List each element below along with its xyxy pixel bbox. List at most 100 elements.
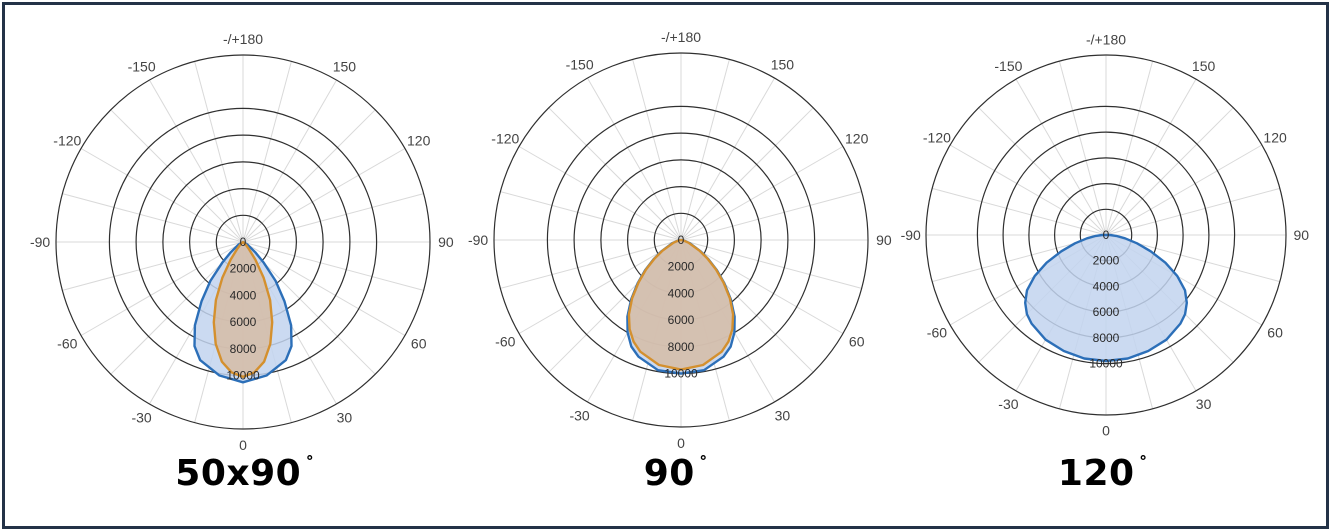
- caption-3: 120 ˚: [863, 453, 1326, 494]
- angle-tick-label: -/+180: [661, 29, 701, 45]
- angle-tick-label: -60: [927, 325, 947, 341]
- angle-tick-label: -30: [131, 410, 151, 426]
- radial-tick-label: 6000: [230, 315, 257, 329]
- spoke-line: [680, 239, 844, 334]
- radial-tick-label: 8000: [230, 342, 257, 356]
- angle-tick-label: -60: [495, 333, 515, 349]
- angle-tick-label: -120: [491, 131, 519, 147]
- spoke-line: [931, 187, 1107, 236]
- spoke-line: [680, 77, 775, 241]
- radial-tick-label: 4000: [668, 286, 695, 300]
- angle-tick-label: 30: [337, 410, 353, 426]
- polar-panel-2: 0 2000 4000 6000 8000 10000 -/+180 150 120 90 60 30…: [436, 5, 916, 526]
- angle-tick-label: 30: [775, 408, 791, 424]
- angle-tick-label: -150: [566, 56, 594, 72]
- angle-tick-label: -90: [468, 232, 488, 248]
- spoke-line: [242, 241, 406, 336]
- radial-tick-label: 0: [240, 235, 247, 249]
- angle-tick-label: -/+180: [1086, 32, 1126, 48]
- angle-tick-label: -60: [57, 335, 77, 351]
- grid-ring: [55, 54, 431, 430]
- grid-ring: [493, 52, 869, 428]
- spoke-line: [1105, 107, 1234, 236]
- angle-tick-label: 120: [407, 133, 431, 149]
- caption-1-text: 50x90: [175, 453, 302, 494]
- radial-tick-label: 2000: [230, 262, 257, 276]
- radial-tick-label: 8000: [1093, 331, 1120, 345]
- caption-3-text: 120: [1057, 453, 1135, 494]
- spoke-line: [1105, 78, 1197, 236]
- spoke-line: [500, 239, 682, 289]
- caption-1: 50x90 ˚: [5, 453, 485, 494]
- caption-2-degree: ˚: [698, 455, 709, 476]
- angle-tick-label: 60: [1267, 325, 1283, 341]
- radial-tick-label: 2000: [668, 260, 695, 274]
- angle-tick-label: 0: [1102, 422, 1110, 438]
- spoke-line: [680, 239, 862, 289]
- angle-tick-label: 120: [845, 131, 869, 147]
- angle-tick-label: 60: [411, 335, 427, 351]
- spoke-line: [62, 193, 244, 243]
- series-1-shape: [1023, 233, 1188, 363]
- spoke-line: [242, 241, 424, 291]
- angle-tick-label: -150: [128, 58, 156, 74]
- spoke-line: [518, 239, 682, 334]
- polar-panel-1: 0 2000 4000 6000 8000 10000 -/+180 150 120 90 60 30…: [5, 5, 485, 526]
- angle-tick-label: 120: [1263, 129, 1287, 145]
- angle-tick-label: 90: [438, 234, 454, 250]
- radial-tick-label: 4000: [1093, 279, 1120, 293]
- spoke-line: [548, 107, 682, 241]
- spoke-line: [62, 241, 244, 291]
- spoke-line: [680, 107, 814, 241]
- polar-chart-3: 0 2000 4000 6000 8000 10000 -/+180 150 120 90 60 30…: [901, 32, 1310, 439]
- polar-chart-1: 0 2000 4000 6000 8000 10000 -/+180 150 120 90 60 30…: [30, 31, 454, 453]
- series-2-shape: [627, 238, 735, 371]
- spoke-line: [80, 148, 244, 243]
- spoke-line: [80, 241, 244, 336]
- angle-tick-label: 150: [333, 58, 357, 74]
- spoke-line: [680, 59, 730, 241]
- spoke-line: [978, 107, 1107, 236]
- spoke-line: [500, 191, 682, 241]
- angle-tick-label: 60: [849, 333, 865, 349]
- angle-tick-label: 0: [239, 437, 247, 453]
- angle-tick-label: -90: [30, 234, 50, 250]
- angle-tick-label: 90: [876, 232, 892, 248]
- angle-tick-label: 30: [1196, 396, 1212, 412]
- angle-tick-label: -120: [923, 129, 951, 145]
- angle-tick-label: -30: [569, 408, 589, 424]
- angle-tick-label: -150: [994, 58, 1022, 74]
- spoke-line: [242, 79, 337, 243]
- angle-tick-label: 0: [677, 435, 685, 451]
- grid-ring: [976, 105, 1236, 365]
- spoke-line: [587, 77, 682, 241]
- radial-tick-label: 8000: [668, 340, 695, 354]
- radial-tick-label: 0: [678, 233, 685, 247]
- radial-tick-label: 2000: [1093, 254, 1120, 268]
- angle-tick-label: 150: [771, 56, 795, 72]
- spoke-line: [1015, 78, 1107, 236]
- series-2-shape: [212, 240, 274, 379]
- angle-tick-label: -/+180: [223, 31, 263, 47]
- spoke-line: [680, 191, 862, 241]
- spoke-line: [518, 146, 682, 241]
- spoke-line: [242, 148, 406, 243]
- caption-3-degree: ˚: [1138, 455, 1149, 476]
- spoke-line: [680, 146, 844, 241]
- spoke-line: [1105, 60, 1154, 236]
- spoke-line: [632, 59, 682, 241]
- grid-ring: [925, 54, 1287, 416]
- spoke-line: [242, 193, 424, 243]
- spoke-line: [110, 109, 244, 243]
- spoke-line: [194, 61, 244, 243]
- angle-tick-label: 90: [1294, 227, 1310, 243]
- angle-tick-label: -120: [53, 133, 81, 149]
- radial-tick-label: 6000: [1093, 305, 1120, 319]
- radial-tick-label: 6000: [668, 313, 695, 327]
- angle-tick-label: 150: [1192, 58, 1216, 74]
- spoke-line: [949, 144, 1107, 236]
- spoke-line: [242, 109, 376, 243]
- radial-tick-label: 4000: [230, 288, 257, 302]
- radial-tick-label: 10000: [664, 367, 698, 381]
